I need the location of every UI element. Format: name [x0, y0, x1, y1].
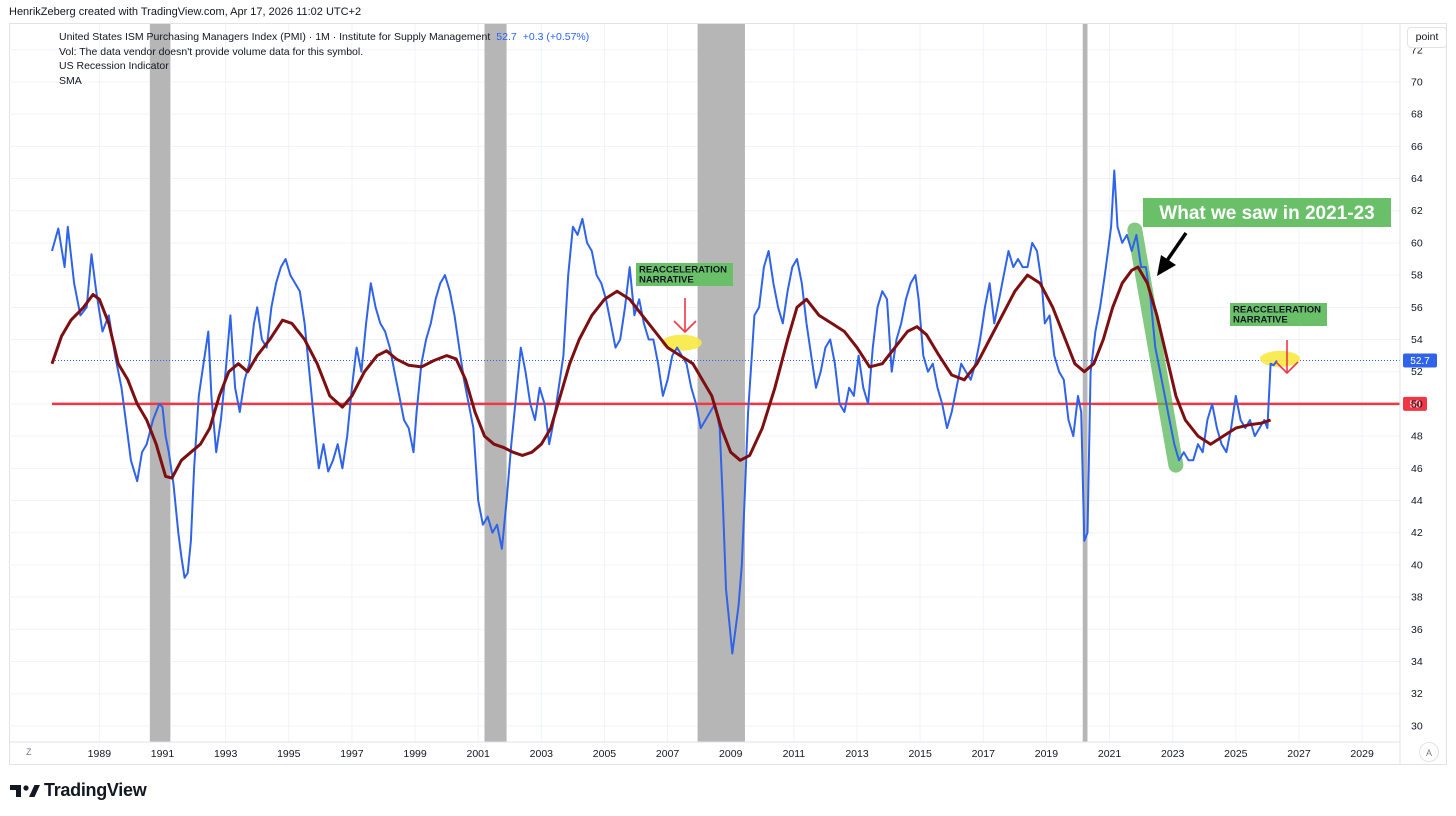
y-tick-label: 70 — [1411, 76, 1423, 88]
y-tick-label: 48 — [1411, 431, 1423, 443]
sma-series-line — [50, 265, 1272, 480]
legend-value: 52.7 — [496, 31, 517, 43]
what-we-saw-text: What we saw in 2021-23 — [1159, 203, 1374, 224]
x-tick-label: 1993 — [214, 748, 238, 760]
y-tick-label: 62 — [1411, 205, 1423, 217]
highlight-marks — [661, 222, 1301, 473]
x-tick-label: 2019 — [1035, 748, 1059, 760]
reacceleration-label-2007-line2: NARRATIVE — [639, 275, 694, 286]
tradingview-logo: TradingView — [10, 780, 147, 801]
x-tick-label: 2015 — [908, 748, 932, 760]
legend-title-row: United States ISM Purchasing Managers In… — [59, 30, 589, 45]
x-tick-label: 2011 — [783, 748, 806, 760]
reacceleration-label-2026-line1: REACCELERATION — [1233, 305, 1321, 316]
legend-vol: Vol: The data vendor doesn't provide vol… — [59, 45, 364, 58]
y-tick-label: 46 — [1411, 463, 1423, 475]
reacceleration-label-2007-line1: REACCELERATION — [639, 265, 727, 276]
y-axis: 30 32 34 36 38 40 42 44 46 48 50 52 54 56 58 60 62 64 66 68… — [1399, 24, 1423, 765]
tradingview-logo-icon — [10, 784, 40, 797]
yellow-highlight-2007 — [661, 334, 702, 351]
chart-credit: HenrikZeberg created with TradingView.co… — [9, 6, 362, 18]
x-axis: 1989 1991 1993 1995 1997 1999 2001 2003 2005 2007… — [9, 741, 1400, 760]
legend-title: United States ISM Purchasing Managers In… — [59, 31, 491, 43]
red-arrow-2026-head — [1275, 361, 1299, 375]
tradingview-brand: TradingView — [44, 780, 147, 800]
what-we-saw-box — [1143, 198, 1391, 227]
black-arrow-shaft — [1164, 232, 1188, 263]
reacceleration-label-2026-line2: NARRATIVE — [1233, 315, 1288, 326]
x-tick-label: 2007 — [656, 748, 680, 760]
x-tick-label: 1997 — [340, 748, 364, 760]
x-tick-label: 1999 — [403, 748, 427, 760]
x-tick-label: 2003 — [530, 748, 554, 760]
black-arrow-head — [1157, 255, 1176, 276]
y-tick-label: 34 — [1411, 656, 1423, 668]
x-tick-label: 2001 — [467, 748, 491, 760]
x-tick-label: 2029 — [1350, 748, 1374, 760]
x-tick-label: 2005 — [593, 748, 617, 760]
last-value-tag-label: 52.7 — [1410, 356, 1430, 367]
last-value-tag — [1403, 353, 1437, 368]
x-tick-label: 1991 — [151, 748, 175, 760]
y-tick-label: 56 — [1411, 302, 1423, 314]
threshold-tag — [1403, 396, 1427, 411]
y-tick-label: 66 — [1411, 141, 1423, 153]
red-arrow-2007-head — [673, 320, 697, 334]
x-tick-label: 2013 — [845, 748, 869, 760]
x-tick-label: 1995 — [277, 748, 301, 760]
y-tick-label: 64 — [1411, 173, 1423, 185]
x-tick-label: 2027 — [1287, 748, 1311, 760]
legend-change: +0.3 (+0.57%) — [522, 31, 590, 43]
x-tick-label: 2021 — [1098, 748, 1122, 760]
y-tick-label: 50 — [1411, 398, 1423, 410]
x-tick-label: 2025 — [1224, 748, 1248, 760]
x-tick-label: 2009 — [719, 748, 743, 760]
recession-band — [484, 24, 507, 742]
y-tick-label: 54 — [1411, 334, 1423, 346]
threshold-tag-label: 50 — [1409, 399, 1421, 410]
legend-recession[interactable]: US Recession Indicator — [59, 60, 169, 72]
x-tick-label: 1989 — [88, 748, 112, 760]
x-tick-label: 2017 — [972, 748, 996, 760]
auto-scale-button[interactable]: A — [1419, 742, 1439, 762]
y-tick-label: 42 — [1411, 527, 1423, 539]
y-tick-label: 40 — [1411, 559, 1423, 571]
series-lines — [50, 169, 1278, 655]
legend-sma[interactable]: SMA — [59, 74, 82, 87]
y-tick-label: 32 — [1411, 688, 1423, 700]
recession-band — [149, 24, 171, 742]
x-tick-label: 2023 — [1161, 748, 1185, 760]
threshold-line: 50 — [52, 396, 1427, 411]
y-tick-label: 72 — [1411, 44, 1423, 56]
recession-band — [1082, 24, 1088, 742]
y-tick-label: 52 — [1411, 366, 1423, 378]
timezone-button[interactable]: Z — [26, 747, 32, 757]
y-tick-label: 58 — [1411, 270, 1423, 282]
y-tick-label: 30 — [1411, 720, 1423, 732]
y-tick-label: 60 — [1411, 237, 1423, 249]
recession-bands — [149, 24, 1088, 742]
chart-legend: United States ISM Purchasing Managers In… — [59, 30, 589, 88]
axis-unit-button[interactable]: point — [1407, 27, 1447, 48]
y-tick-label: 36 — [1411, 624, 1423, 636]
reacceleration-label-2026-box — [1230, 303, 1327, 326]
chart-frame — [9, 23, 1447, 765]
y-tick-label: 68 — [1411, 109, 1423, 121]
y-tick-label: 44 — [1411, 495, 1423, 507]
reacceleration-label-2007-box — [636, 263, 733, 286]
annotations: REACCELERATIONNARRATIVEREACCELERATIONNAR… — [636, 198, 1391, 375]
y-tick-label: 38 — [1411, 592, 1423, 604]
last-value-line: 52.7 — [52, 353, 1437, 368]
yellow-highlight-2026 — [1260, 350, 1301, 367]
